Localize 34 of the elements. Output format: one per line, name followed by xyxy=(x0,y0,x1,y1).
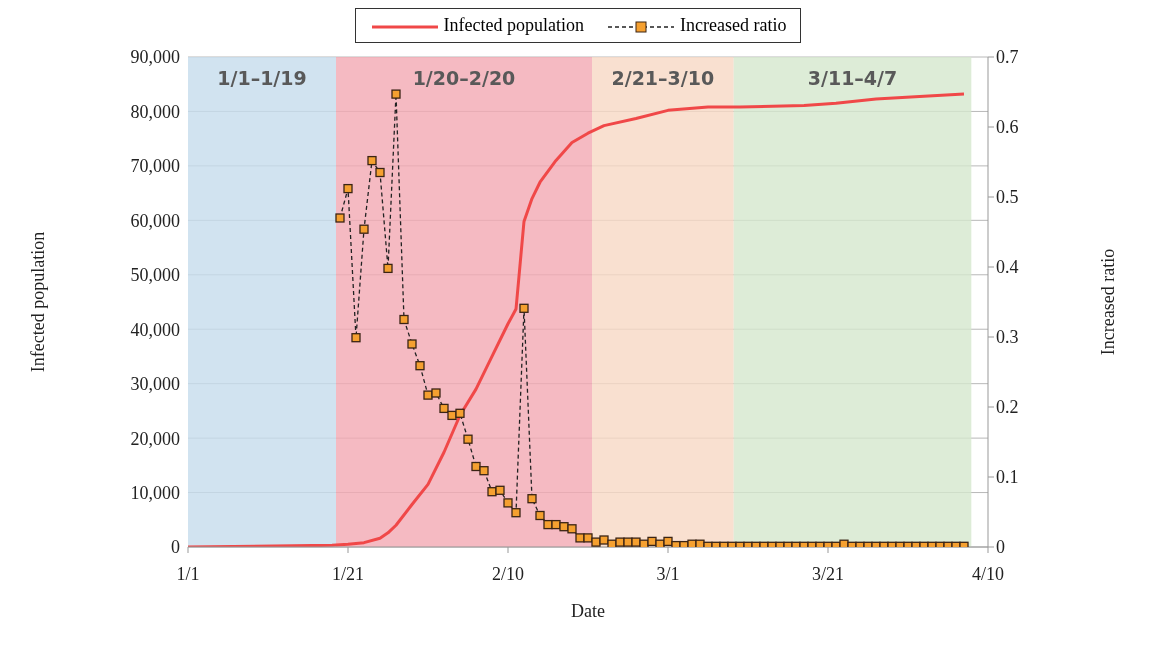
y-tick-label: 60,000 xyxy=(130,210,180,231)
y2-tick-label: 0.3 xyxy=(996,327,1019,348)
y2-tick-label: 0.2 xyxy=(996,397,1019,418)
x-axis-title: Date xyxy=(571,601,605,621)
y-tick-label: 0 xyxy=(171,537,180,558)
y2-tick-label: 0 xyxy=(996,537,1005,558)
y-tick-label: 80,000 xyxy=(130,101,180,122)
y2-axis-title: Increased ratio xyxy=(1098,248,1119,356)
legend-label: Increased ratio xyxy=(679,15,787,36)
x-tick-label: 1/1 xyxy=(176,563,200,584)
y2-tick-label: 0.7 xyxy=(996,47,1019,68)
x-tick-label: 1/21 xyxy=(331,563,365,584)
y-axis-title: Infected population xyxy=(28,231,49,373)
legend-label: Infected population xyxy=(442,15,584,36)
y-tick-label: 50,000 xyxy=(130,265,180,286)
x-tick-label: 3/21 xyxy=(811,563,845,584)
band-label: 1/1–1/19 xyxy=(217,67,307,89)
band-label: 3/11–4/7 xyxy=(807,67,898,89)
y-tick-label: 90,000 xyxy=(130,47,180,68)
x-tick-label: 4/10 xyxy=(971,563,1005,584)
line-series xyxy=(188,92,966,547)
y-tick-label: 70,000 xyxy=(130,156,180,177)
band-label: 1/20–2/20 xyxy=(412,67,516,89)
y2-tick-label: 0.4 xyxy=(996,257,1019,278)
y-tick-label: 30,000 xyxy=(130,374,180,395)
x-tick-label: 3/1 xyxy=(656,563,680,584)
y2-tick-label: 0.6 xyxy=(996,117,1019,138)
band-label: 2/21–3/10 xyxy=(611,67,715,89)
y-tick-label: 20,000 xyxy=(130,428,180,449)
y-tick-label: 40,000 xyxy=(130,319,180,340)
y2-tick-label: 0.1 xyxy=(996,467,1019,488)
y2-tick-label: 0.5 xyxy=(996,187,1019,208)
y-tick-label: 10,000 xyxy=(130,482,180,503)
x-tick-label: 2/10 xyxy=(491,563,525,584)
